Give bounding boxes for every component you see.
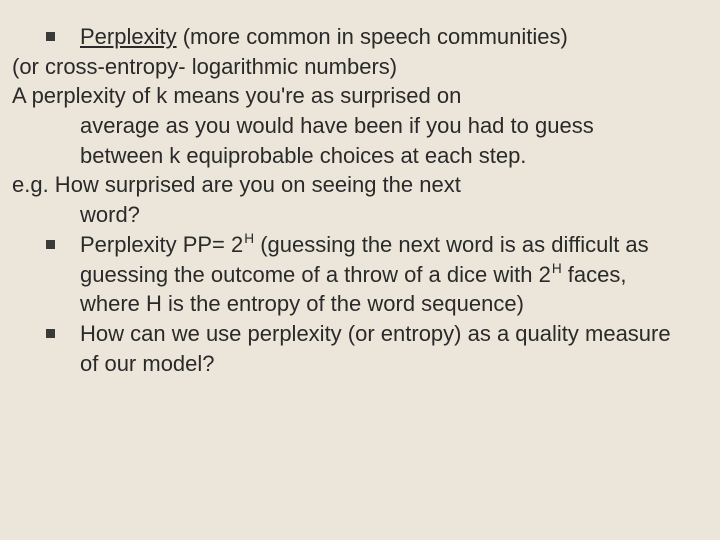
- square-bullet-icon: [46, 329, 55, 338]
- text-line: average as you would have been if you ha…: [80, 111, 674, 170]
- text-line: A perplexity of k means you're as surpri…: [12, 81, 674, 111]
- line-example-cont: word?: [46, 200, 674, 230]
- text-line: Perplexity (more common in speech commun…: [80, 22, 674, 52]
- text-line: How can we use perplexity (or entropy) a…: [80, 319, 674, 378]
- line-cross-entropy: (or cross-entropy- logarithmic numbers): [46, 52, 674, 82]
- text-line: word?: [80, 200, 674, 230]
- text-span: e.g. How surprised are you on seeing the…: [12, 172, 461, 197]
- square-bullet-icon: [46, 240, 55, 249]
- text-span: Perplexity PP= 2: [80, 232, 243, 257]
- text-span: word?: [80, 202, 140, 227]
- underlined-term: Perplexity: [80, 24, 177, 49]
- bullet-item-formula: Perplexity PP= 2H (guessing the next wor…: [46, 230, 674, 319]
- bullet-item-question: How can we use perplexity (or entropy) a…: [46, 319, 674, 378]
- line-interpretation-cont: average as you would have been if you ha…: [46, 111, 674, 170]
- text-span: average as you would have been if you ha…: [80, 113, 594, 168]
- square-bullet-icon: [46, 32, 55, 41]
- line-interpretation: A perplexity of k means you're as surpri…: [46, 81, 674, 111]
- superscript: H: [243, 231, 254, 246]
- text-line: (or cross-entropy- logarithmic numbers): [12, 52, 674, 82]
- bullet-col: [46, 319, 80, 338]
- bullet-col: [46, 230, 80, 249]
- text-span: (more common in speech communities): [177, 24, 568, 49]
- line-example: e.g. How surprised are you on seeing the…: [46, 170, 674, 200]
- bullet-item-perplexity-def: Perplexity (more common in speech commun…: [46, 22, 674, 52]
- slide: Perplexity (more common in speech commun…: [0, 0, 720, 540]
- superscript: H: [551, 261, 562, 276]
- text-line: Perplexity PP= 2H (guessing the next wor…: [80, 230, 674, 319]
- bullet-col: [46, 22, 80, 41]
- text-span: A perplexity of k means you're as surpri…: [12, 83, 461, 108]
- text-line: e.g. How surprised are you on seeing the…: [12, 170, 674, 200]
